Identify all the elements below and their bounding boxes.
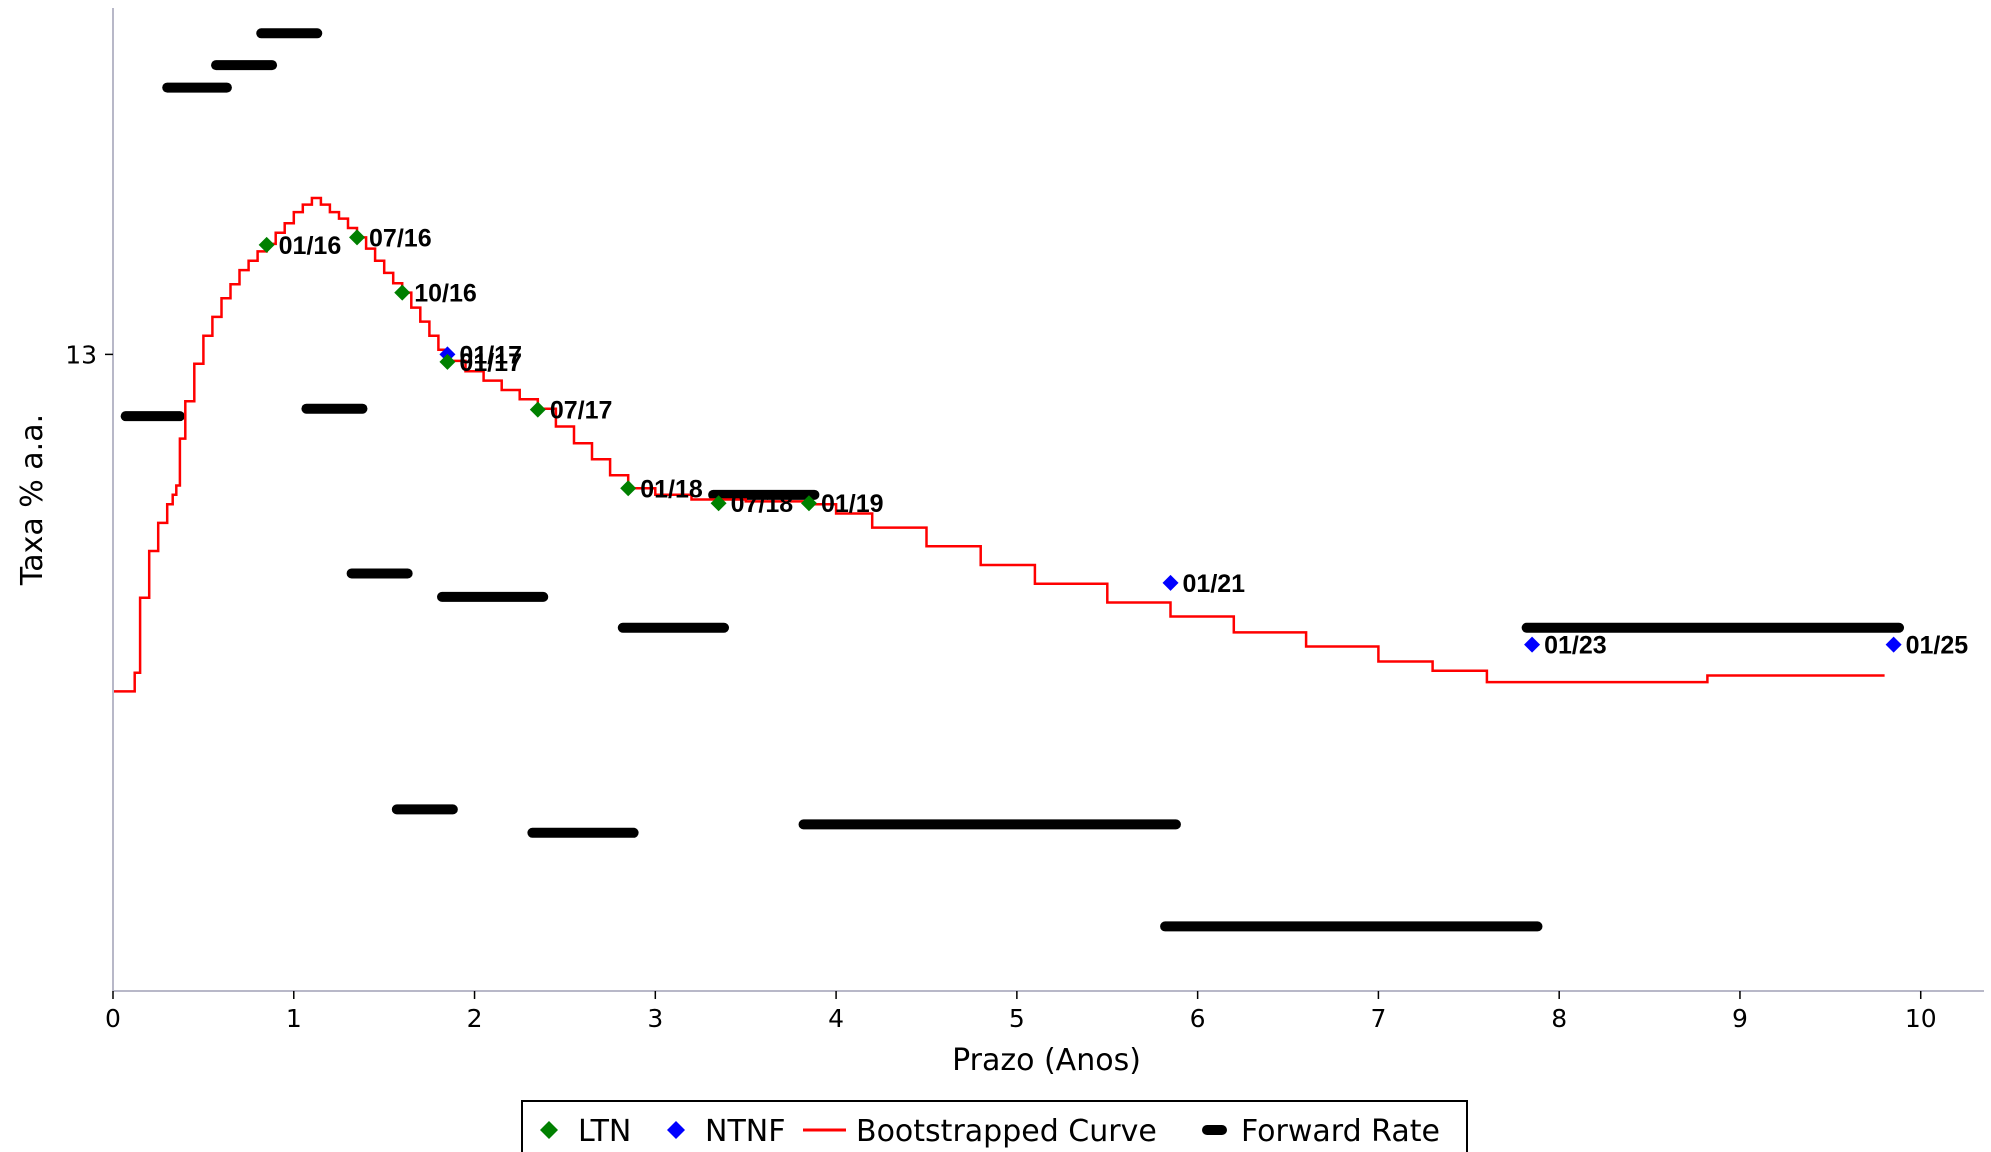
x-tick-label: 6 xyxy=(1190,1004,1206,1033)
ltn-point xyxy=(529,401,546,418)
ntnf-point xyxy=(1162,574,1179,591)
x-tick-label: 4 xyxy=(828,1004,844,1033)
axes: 0 1 2 3 4 5 6 7 8 9 10 13 Prazo (Anos) Taxa % a.a. xyxy=(15,8,1984,1078)
ltn-point xyxy=(394,284,411,301)
ltn-point-label: 01/16 xyxy=(279,232,342,260)
legend-ltn-label: LTN xyxy=(578,1114,631,1149)
ntnf-point-label: 01/25 xyxy=(1906,632,1969,660)
ltn-point xyxy=(620,480,637,497)
x-tick-label: 7 xyxy=(1370,1004,1386,1033)
ltn-point xyxy=(349,229,366,246)
legend-ntnf-label: NTNF xyxy=(705,1114,785,1149)
legend-ltn-marker xyxy=(540,1121,558,1139)
x-tick-label: 1 xyxy=(286,1004,302,1033)
legend: LTN NTNF Bootstrapped Curve Forward Rate xyxy=(521,1100,1468,1152)
ltn-point-label: 01/17 xyxy=(459,349,522,377)
ntnf-point-label: 01/17 xyxy=(459,341,522,369)
ltn-point-label: 07/16 xyxy=(369,224,432,252)
legend-curve-label: Bootstrapped Curve xyxy=(856,1114,1157,1149)
ltn-point xyxy=(439,353,456,370)
ltn-point-label: 01/18 xyxy=(640,475,703,503)
ntnf-point-label: 01/23 xyxy=(1544,632,1607,660)
plot-area: 01/17 01/21 01/23 01/25 01/16 07/16 10/16 01/17… xyxy=(113,28,1969,932)
x-tick-label: 2 xyxy=(467,1004,483,1033)
ntnf-point xyxy=(1885,636,1902,653)
x-tick-label: 9 xyxy=(1732,1004,1748,1033)
x-tick-label: 8 xyxy=(1551,1004,1567,1033)
ltn-point xyxy=(800,495,817,512)
x-tick-label: 5 xyxy=(1009,1004,1025,1033)
x-tick-label: 10 xyxy=(1905,1004,1937,1033)
y-axis-title: Taxa % a.a. xyxy=(15,414,50,586)
ltn-point-label: 07/18 xyxy=(731,490,794,518)
ntnf-point xyxy=(1524,636,1541,653)
ntnf-point-label: 01/21 xyxy=(1183,570,1246,598)
ltn-point-label: 10/16 xyxy=(414,280,477,308)
ltn-point-label: 07/17 xyxy=(550,397,613,425)
x-axis-title: Prazo (Anos) xyxy=(952,1043,1141,1078)
ltn-point xyxy=(258,236,275,253)
x-tick-label: 3 xyxy=(647,1004,663,1033)
x-tick-label: 0 xyxy=(105,1004,121,1033)
legend-forward-label: Forward Rate xyxy=(1241,1114,1440,1149)
y-tick-label: 13 xyxy=(65,340,97,369)
legend-ntnf-marker xyxy=(667,1121,685,1139)
bootstrapped-curve-line xyxy=(113,196,1885,693)
ltn-point xyxy=(710,495,727,512)
ltn-point-label: 01/19 xyxy=(821,490,884,518)
